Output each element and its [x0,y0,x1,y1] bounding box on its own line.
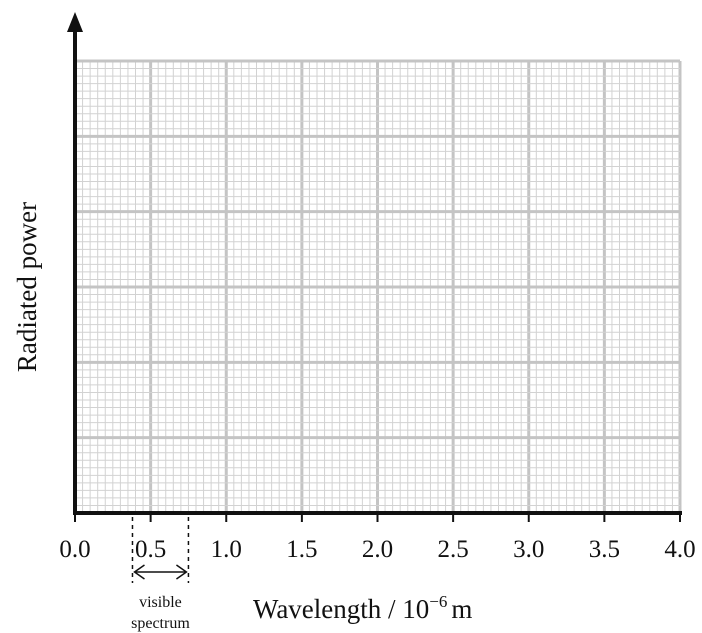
x-ticks: 0.0 0.5 1.0 1.5 2.0 2.5 3.0 3.5 4.0 [59,513,696,563]
x-tick-label: 0.5 [135,536,166,563]
x-tick-label: 1.5 [286,536,317,563]
y-axis-arrow [67,12,83,32]
x-tick-label: 1.0 [211,536,242,563]
x-tick-label: 2.5 [438,536,469,563]
visible-label-line1: visible [139,594,182,611]
x-tick-label: 2.0 [362,536,393,563]
x-axis-title-unit: m [451,594,472,624]
x-tick-label: 0.0 [59,536,90,563]
x-tick-label: 4.0 [664,536,695,563]
grid [73,59,682,515]
x-axis-title-main: Wavelength / 10 [253,594,429,624]
visible-label-line2: spectrum [131,615,190,632]
x-axis-title-exponent: −6 [429,592,447,611]
x-tick-label: 3.5 [589,536,620,563]
arrow-head-left [133,564,145,580]
x-tick-label: 3.0 [513,536,544,563]
visible-spectrum-arrow [133,564,188,580]
visible-spectrum-annotation: visible spectrum [131,517,190,632]
arrow-head-right [176,564,188,580]
x-axis-title: Wavelength / 10−6 m [253,592,472,624]
y-axis-title: Radiated power [12,202,42,372]
